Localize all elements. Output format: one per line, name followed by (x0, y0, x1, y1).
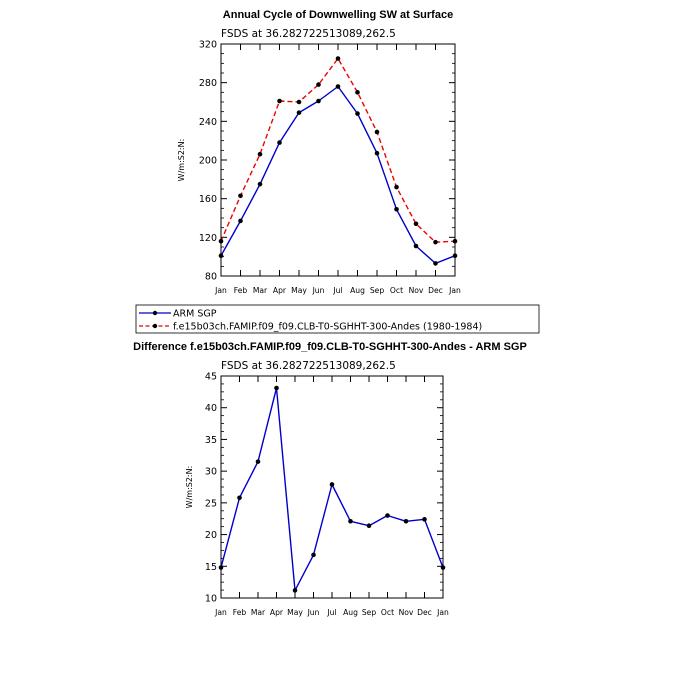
legend-model-marker (152, 323, 158, 329)
bottom-ytick-label: 10 (205, 594, 217, 605)
bottom-series-0-point (385, 513, 390, 518)
bottom-xtick-label: Mar (251, 608, 266, 617)
top-series-0-point (413, 243, 419, 249)
bottom-xtick-label: Aug (343, 608, 358, 617)
bottom-ytick-label: 15 (205, 562, 217, 573)
bottom-series-0-point (440, 565, 446, 570)
bottom-ytick-label: 45 (205, 372, 217, 383)
top-xtick-label: Sep (370, 286, 384, 295)
top-series-0-point (394, 207, 399, 212)
bottom-xtick-label: Feb (233, 608, 247, 617)
top-series-1-point (433, 239, 438, 245)
top-ytick-label: 160 (199, 194, 217, 205)
top-series-1-point (238, 193, 243, 199)
bottom-series-0-point (274, 385, 279, 391)
bottom-xtick-label: Oct (381, 608, 394, 617)
top-series-0-point (316, 98, 321, 104)
bottom-xtick-label: Jul (326, 608, 336, 617)
top-series-0-point (452, 253, 458, 258)
top-xtick-label: Feb (234, 286, 248, 295)
legend-model-label: f.e15b03ch.FAMIP.f09_f09.CLB-T0-SGHHT-30… (173, 322, 482, 333)
top-series-0-point (277, 140, 282, 145)
bottom-xtick-label: May (287, 608, 303, 617)
bottom-series-0-point (218, 565, 224, 570)
top-series-0-line (220, 85, 456, 265)
top-xtick-label: Apr (273, 286, 287, 295)
top-ytick-label: 320 (199, 40, 217, 51)
top-series-0-point (335, 84, 341, 89)
top-xtick-label: Jan (214, 286, 227, 295)
bottom-series-0-point (403, 518, 409, 524)
bottom-ytick-label: 40 (205, 403, 217, 414)
top-xtick-label: Aug (350, 286, 365, 295)
top-series-1-point (316, 82, 321, 87)
bottom-xtick-label: Jan (214, 608, 227, 617)
bottom-series-0-point (348, 518, 353, 524)
top-plot-frame (220, 43, 456, 277)
top-ytick-label: 240 (199, 117, 217, 128)
top-series-1-point (452, 238, 458, 244)
top-ylabel: W/m:S2:N: (177, 139, 186, 182)
bottom-ytick-label: 25 (205, 498, 217, 509)
top-series-1-point (413, 221, 419, 227)
top-ytick-label: 120 (199, 233, 217, 244)
top-chart-subtitle: FSDS at 36.282722513089,262.5 (221, 28, 396, 40)
bottom-series-0-point (422, 517, 427, 522)
top-xtick-label: Mar (253, 286, 268, 295)
bottom-series-0-point (366, 523, 372, 528)
legend-arm-marker (152, 310, 158, 316)
bottom-xtick-label: Sep (362, 608, 376, 617)
top-series-1-point (218, 238, 224, 244)
top-series-1-point (277, 98, 282, 104)
top-ytick-label: 280 (199, 78, 217, 89)
bottom-series-0-point (255, 459, 261, 464)
bottom-ytick-label: 20 (205, 530, 217, 541)
bottom-series-0-point (237, 495, 242, 501)
bottom-series-0-line (220, 387, 444, 592)
top-series-1-point (394, 184, 399, 190)
top-series-1-point (355, 90, 360, 95)
top-xtick-label: May (291, 286, 307, 295)
bottom-ytick-label: 35 (205, 435, 217, 446)
bottom-xtick-label: Jun (307, 608, 320, 617)
bottom-xtick-label: Jan (436, 608, 449, 617)
bottom-chart-title: Difference f.e15b03ch.FAMIP.f09_f09.CLB-… (133, 341, 527, 353)
top-series-1-point (296, 99, 302, 105)
bottom-xtick-label: Apr (270, 608, 284, 617)
bottom-chart-subtitle: FSDS at 36.282722513089,262.5 (221, 360, 396, 372)
top-chart-title: Annual Cycle of Downwelling SW at Surfac… (223, 9, 453, 21)
top-series-1-point (374, 129, 380, 135)
legend: ARM SGP f.e15b03ch.FAMIP.f09_f09.CLB-T0-… (135, 304, 540, 334)
bottom-series-0-point (329, 482, 335, 487)
bottom-series-0-point (292, 588, 298, 593)
top-series-0-point (374, 150, 380, 156)
top-xtick-label: Jun (312, 286, 325, 295)
top-xtick-label: Jan (448, 286, 461, 295)
bottom-chart: 10 15 20 25 30 35 40 45 Jan Feb Mar Apr May Jun Jul Aug… (185, 372, 449, 618)
top-xtick-label: Jul (332, 286, 342, 295)
top-ytick-label: 80 (205, 272, 217, 283)
top-series-0-point (433, 261, 438, 266)
bottom-xtick-label: Dec (417, 608, 432, 617)
legend-arm-label: ARM SGP (173, 309, 217, 320)
bottom-ytick-label: 30 (205, 467, 217, 478)
top-series-1-point (335, 56, 341, 61)
top-series-1-point (257, 151, 263, 157)
top-ytick-label: 200 (199, 156, 217, 167)
top-series-0-point (257, 181, 263, 187)
bottom-series-0-point (311, 552, 316, 558)
top-xtick-label: Dec (428, 286, 443, 295)
legend-box (135, 304, 540, 334)
top-chart: 80 120 160 200 240 280 320 Jan Feb Mar Apr May Jun Ju… (177, 40, 461, 296)
top-xtick-label: Nov (409, 286, 424, 295)
top-series-0-point (355, 111, 360, 116)
top-xtick-label: Oct (390, 286, 403, 295)
top-series-0-point (238, 218, 243, 224)
top-series-0-point (296, 110, 302, 115)
bottom-xtick-label: Nov (399, 608, 414, 617)
top-series-0-point (218, 253, 224, 258)
bottom-ylabel: W/m:S2:N: (185, 466, 194, 509)
